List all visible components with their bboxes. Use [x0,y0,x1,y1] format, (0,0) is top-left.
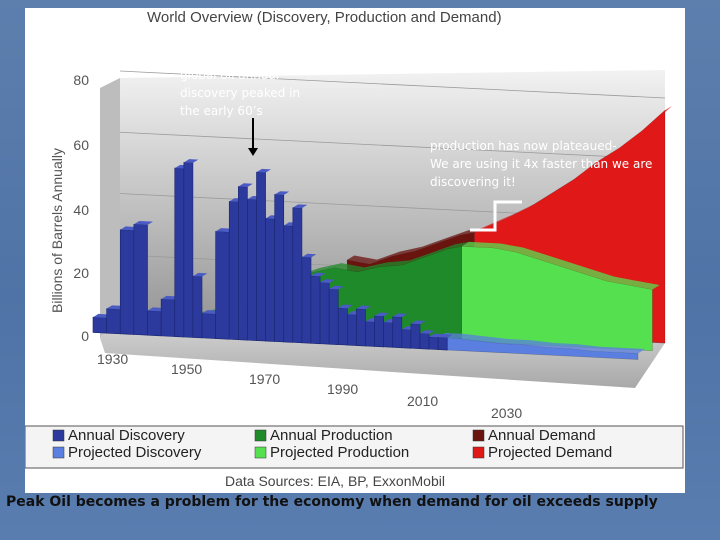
series-bar-annual-discovery [437,337,448,351]
series-bar-annual-discovery [383,322,394,348]
legend-label: Projected Discovery [68,444,202,461]
series-bar-annual-discovery [301,256,312,344]
series-bar-annual-discovery [119,229,135,335]
series-bar-annual-discovery [328,288,339,345]
legend-swatch [52,429,65,442]
series-bar-annual-discovery [374,315,384,348]
legend-swatch [254,429,267,442]
annotation-production-bracket [470,200,522,232]
annotation-production-plateau-line-1: production has now plateaued- [430,139,617,153]
series-bar-annual-discovery [365,321,375,347]
series-bar-top-annual-discovery [338,304,353,309]
series-bar-annual-discovery [310,275,321,345]
series-bar-top-annual-discovery [311,272,326,277]
series-bar-annual-discovery [347,314,357,346]
legend-label: Projected Demand [488,444,612,461]
series-bar-annual-discovery [392,316,403,349]
series-bar-top-annual-discovery [374,312,390,317]
series-bar-annual-discovery [401,329,412,349]
chart-frame: World Overview (Discovery, Production an… [25,8,685,493]
data-source: Data Sources: EIA, BP, ExxonMobil [225,473,445,489]
series-bar-annual-discovery [238,186,248,341]
series-bar-annual-discovery [247,198,257,341]
series-bar-annual-discovery [410,323,421,350]
x-tick-label: 1930 [97,351,128,367]
legend-swatch [472,429,485,442]
series-bar-top-annual-discovery [356,305,371,310]
series-bar-top-annual-discovery [320,279,335,283]
series-bar-top-annual-discovery [274,191,290,195]
slide-caption: Peak Oil becomes a problem for the econo… [6,494,658,510]
series-ribbon-projected-discovery [438,332,646,354]
series-bar-annual-discovery [337,307,348,346]
series-bar-top-annual-discovery [420,330,435,334]
series-bar-annual-discovery [274,194,285,343]
annotation-discovery-peak-line-2: discovery peaked in [180,86,300,100]
series-bar-annual-discovery [174,167,185,338]
series-bar-annual-discovery [92,316,107,334]
series-bar-annual-discovery [265,218,275,342]
y-axis-label: Billions of Barrels Annually [49,148,65,313]
series-bar-annual-discovery [201,313,216,339]
y-tick-label: 40 [73,202,89,218]
annotation-discovery-arrowhead [248,148,258,156]
series-bar-top-annual-discovery [392,313,408,318]
legend-swatch [52,446,65,459]
series-bar-top-annual-discovery [238,183,253,188]
series-bar-annual-discovery [283,225,294,343]
series-bar-annual-discovery [133,223,148,336]
series-bar-annual-discovery [192,275,203,339]
x-tick-label: 2010 [407,393,438,409]
legend-label: Annual Demand [488,427,596,444]
series-bar-top-annual-discovery [301,253,317,258]
legend-box [25,425,684,469]
series-bar-annual-discovery [256,171,266,342]
legend-label: Annual Production [270,427,393,444]
series-bar-annual-discovery [292,207,303,344]
series-bar-top-annual-discovery [133,220,153,225]
series-bar-top-annual-discovery [438,334,453,338]
annotation-discovery-peak-line-3: the early 60’s [180,104,263,118]
series-bar-top-annual-discovery [192,272,208,277]
series-bar-annual-discovery [356,308,366,347]
series-bar-annual-discovery [419,333,430,350]
x-tick-label: 1990 [327,381,358,397]
x-tick-label: 2030 [491,405,522,421]
series-bar-annual-discovery [147,310,162,337]
gridline-4 [119,70,666,99]
x-tick-label: 1950 [171,361,202,377]
legend-swatch [254,446,267,459]
legend-swatch [472,446,485,459]
series-bar-top-annual-discovery [410,320,426,325]
series-ribbon-projected-production [461,241,660,290]
y-tick-label: 60 [73,137,89,153]
annotation-production-plateau-line-2: We are using it 4x faster than we are [430,157,652,171]
gridline-3 [119,131,666,160]
series-bar-top-annual-discovery [329,285,344,290]
series-bar-annual-discovery [215,231,230,340]
series-bar-annual-discovery [319,282,330,345]
chart-side-wall [100,78,120,338]
series-bar-annual-discovery [106,308,121,335]
series-bar-top-annual-discovery [183,159,199,163]
chart: World Overview (Discovery, Production an… [25,9,684,489]
legend-label: Annual Discovery [68,427,185,444]
series-bar-annual-discovery [428,336,439,350]
series-bar-top-annual-discovery [429,333,444,338]
series-bar-annual-discovery [183,162,194,338]
y-tick-label: 20 [73,265,89,281]
series-bar-top-annual-discovery [292,204,308,209]
chart-title: World Overview (Discovery, Production an… [147,9,502,26]
x-tick-label: 1970 [249,371,280,387]
series-ribbon-annual-demand [347,228,482,265]
y-tick-label: 0 [81,328,89,344]
annotation-discovery-peak-line-1: global oil annual [180,68,279,82]
series-bar-annual-discovery [160,298,176,337]
annotation-production-plateau-line-3: discovering it! [430,175,516,189]
legend-label: Projected Production [270,444,409,461]
y-tick-label: 80 [73,72,89,88]
series-bar-top-annual-discovery [256,168,271,173]
series-bar-annual-discovery [228,201,239,341]
